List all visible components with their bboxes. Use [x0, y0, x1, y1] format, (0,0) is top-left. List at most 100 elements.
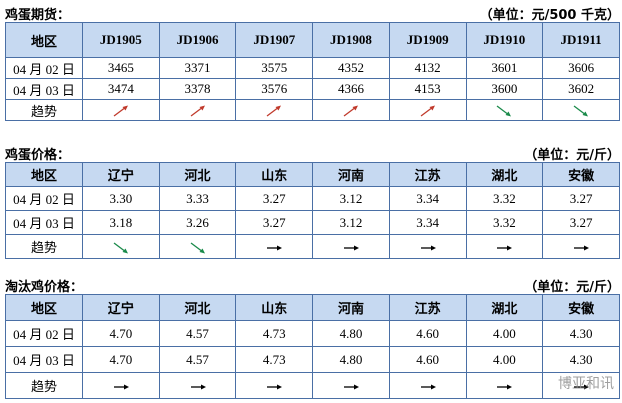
cell: 3474: [82, 78, 160, 100]
arrow: [235, 234, 314, 259]
unit: （单位：元/500 千克）: [479, 8, 620, 23]
header-cell: JD1910: [465, 22, 544, 58]
cell: 趋势: [5, 234, 83, 259]
cell: 3.12: [312, 186, 390, 211]
data-row: 04 月 02 日 4.70 4.57 4.73 4.80 4.60 4.00 4.30: [5, 320, 620, 347]
header-cell: 江苏: [388, 294, 467, 321]
cell: 04 月 02 日: [5, 320, 83, 347]
cell: 4.70: [82, 346, 160, 373]
arrow: [82, 372, 160, 399]
header-cell: 辽宁: [82, 162, 160, 187]
cell: 04 月 02 日: [5, 57, 83, 79]
cell: 04 月 03 日: [5, 78, 83, 100]
arrow: [312, 99, 390, 121]
arrow: [82, 99, 160, 121]
cell: 4.70: [82, 320, 160, 347]
cell: 3.32: [465, 186, 544, 211]
title: 鸡蛋期货：: [5, 8, 71, 23]
cell: 4.80: [312, 320, 390, 347]
cell: 4.80: [312, 346, 390, 373]
header-cell: JD1905: [82, 22, 160, 58]
header-cell: 地区: [5, 22, 83, 58]
arrow: [235, 99, 314, 121]
arrow: [542, 99, 620, 121]
table: 地区 JD1905 JD1906 JD1907 JD1908 JD1909 JD1910 JD…: [5, 22, 620, 121]
arrow: [465, 234, 544, 259]
header-row: 地区 辽宁 河北 山东 河南 江苏 湖北 安徽: [5, 162, 620, 187]
section: 鸡蛋期货： （单位：元/500 千克） 地区 JD1905 JD1906 JD1907 J…: [5, 2, 620, 121]
arrow: [158, 234, 237, 259]
cell: 04 月 03 日: [5, 346, 83, 373]
header-cell: 地区: [5, 294, 83, 321]
data-row: 04 月 03 日 3474 3378 3576 4366 4153 3600 3602: [5, 78, 620, 100]
header-cell: JD1908: [312, 22, 390, 58]
cell: 3.34: [388, 186, 467, 211]
arrow: [158, 372, 237, 399]
cell: 4132: [388, 57, 467, 79]
header-cell: 湖北: [465, 294, 544, 321]
header-cell: JD1907: [235, 22, 314, 58]
cell: 3.27: [235, 210, 314, 235]
cell: 4.60: [388, 346, 467, 373]
section-head: 淘汰鸡价格： （单位：元/斤）: [5, 274, 620, 295]
cell: 4.00: [465, 320, 544, 347]
header-cell: 安徽: [542, 294, 620, 321]
header-cell: 地区: [5, 162, 83, 187]
header-cell: 江苏: [388, 162, 467, 187]
cell: 趋势: [5, 372, 83, 399]
header-cell: 河南: [312, 294, 390, 321]
section: 淘汰鸡价格： （单位：元/斤） 地区 辽宁 河北 山东 河南 江苏 湖北 安徽 04 月 02 日…: [5, 274, 620, 399]
section-head: 鸡蛋价格： （单位：元/斤）: [5, 142, 620, 163]
cell: 3.32: [465, 210, 544, 235]
arrow: [465, 372, 544, 399]
cell: 4.30: [542, 320, 620, 347]
arrow: [82, 234, 160, 259]
header-cell: JD1906: [158, 22, 237, 58]
cell: 3.30: [82, 186, 160, 211]
cell: 3378: [158, 78, 237, 100]
cell: 3.33: [158, 186, 237, 211]
arrow: [465, 99, 544, 121]
cell: 3.27: [235, 186, 314, 211]
cell: 4.73: [235, 320, 314, 347]
trend-row: 趋势: [5, 372, 620, 399]
table: 地区 辽宁 河北 山东 河南 江苏 湖北 安徽 04 月 02 日 3.30 3.33 3.27 3.1…: [5, 162, 620, 259]
header-row: 地区 辽宁 河北 山东 河南 江苏 湖北 安徽: [5, 294, 620, 321]
header-cell: 山东: [235, 162, 314, 187]
watermark: 博亚和讯: [558, 376, 614, 392]
arrow: [158, 99, 237, 121]
cell: 4.57: [158, 320, 237, 347]
cell: 4153: [388, 78, 467, 100]
trend-row: 趋势: [5, 99, 620, 121]
trend-row: 趋势: [5, 234, 620, 259]
unit: （单位：元/斤）: [524, 148, 620, 163]
cell: 4.73: [235, 346, 314, 373]
header-cell: JD1909: [388, 22, 467, 58]
header-cell: 湖北: [465, 162, 544, 187]
cell: 3.27: [542, 186, 620, 211]
cell: 趋势: [5, 99, 83, 121]
header-cell: 山东: [235, 294, 314, 321]
cell: 04 月 02 日: [5, 186, 83, 211]
cell: 3.12: [312, 210, 390, 235]
arrow: [312, 234, 390, 259]
cell: 3371: [158, 57, 237, 79]
section-head: 鸡蛋期货： （单位：元/500 千克）: [5, 2, 620, 23]
arrow: [235, 372, 314, 399]
title: 鸡蛋价格：: [5, 148, 71, 163]
arrow: [312, 372, 390, 399]
unit: （单位：元/斤）: [524, 280, 620, 295]
header-cell: 河南: [312, 162, 390, 187]
title: 淘汰鸡价格：: [5, 280, 84, 295]
cell: 3.26: [158, 210, 237, 235]
data-row: 04 月 02 日 3465 3371 3575 4352 4132 3601 3606: [5, 57, 620, 79]
table: 地区 辽宁 河北 山东 河南 江苏 湖北 安徽 04 月 02 日 4.70 4.57 4.73 4.8…: [5, 294, 620, 399]
cell: 4366: [312, 78, 390, 100]
header-cell: 河北: [158, 162, 237, 187]
cell: 3.34: [388, 210, 467, 235]
arrow: [388, 99, 467, 121]
data-row: 04 月 03 日 3.18 3.26 3.27 3.12 3.34 3.32 3.27: [5, 210, 620, 235]
arrow: [388, 234, 467, 259]
cell: 3606: [542, 57, 620, 79]
